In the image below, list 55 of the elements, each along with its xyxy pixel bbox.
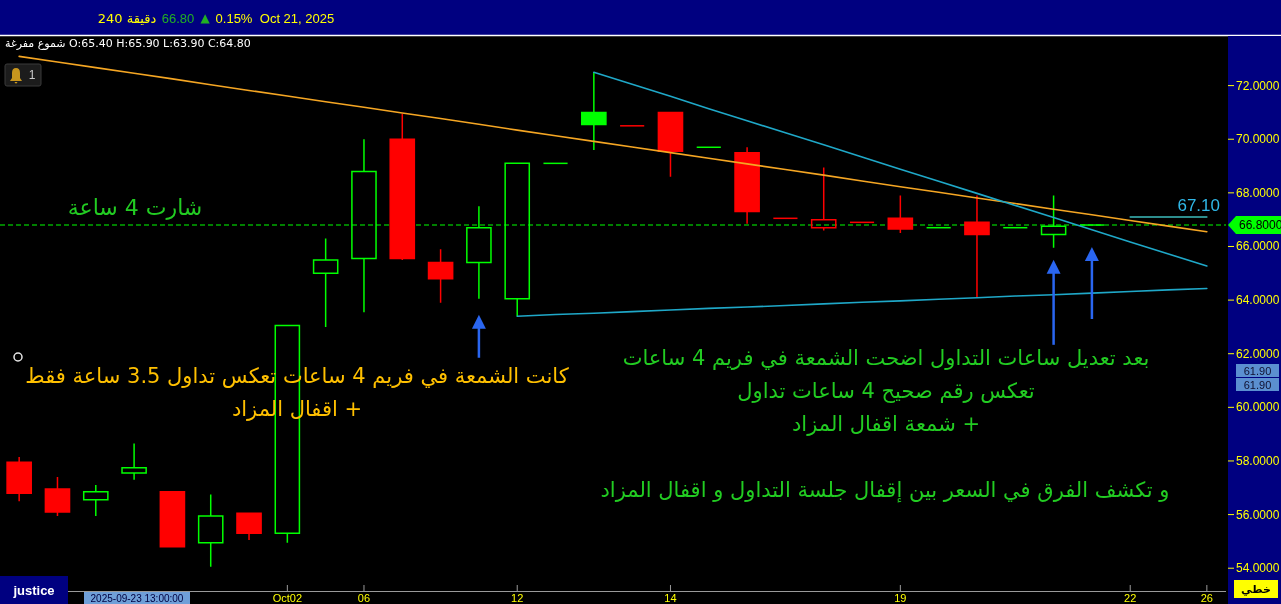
x-tick-label: 06 (357, 592, 371, 604)
candlestick (197, 493, 224, 568)
candlestick (581, 71, 607, 151)
candlestick (734, 146, 760, 225)
annotation: 67.10 (1177, 195, 1220, 215)
y-tick-label: 62.0000 (1236, 346, 1280, 361)
chart-subtitle: شموع مفرغة O:65.40 H:65.90 L:63.90 C:64.80 (5, 36, 251, 50)
candlestick (159, 491, 186, 548)
y-tick-label: 64.0000 (1236, 293, 1280, 308)
candlestick (6, 456, 32, 502)
annotation: justice (12, 582, 55, 598)
candlestick (849, 221, 875, 224)
x-tick-label: Oct02 (272, 592, 303, 604)
y-tick-label: 54.0000 (1236, 561, 1280, 576)
line-series (516, 287, 1208, 317)
text: 240 دقيقة (97, 10, 157, 26)
candlestick (887, 194, 914, 234)
candlestick (389, 113, 416, 261)
x-tick-label: 26 (1200, 592, 1213, 604)
annotation: و تكشف الفرق في السعر بين إقفال جلسة التداول و اقفال المزاد (600, 478, 1170, 503)
text: 2025-09-23 13:00:00 (90, 592, 184, 604)
x-tick-label: 12 (511, 592, 524, 604)
candlestick (695, 146, 722, 149)
y-tick-label: 68.0000 (1236, 185, 1280, 200)
y-tick-label: 70.0000 (1236, 132, 1280, 147)
text: 0.15% (215, 10, 253, 26)
ref-line-label: 66.8000 (1239, 218, 1281, 233)
y-tick-label: 72.0000 (1236, 78, 1280, 93)
y-tick-label: 60.0000 (1236, 400, 1280, 415)
text: 61.90 (1243, 378, 1272, 391)
y-tick-label: 56.0000 (1236, 507, 1280, 522)
annotation: 1 (28, 68, 36, 82)
candlestick (772, 217, 799, 220)
candlestick (657, 111, 684, 178)
candlestick (810, 166, 837, 232)
x-tick-label: 19 (894, 592, 907, 604)
text: Oct 21, 2025 (259, 10, 335, 26)
x-tick-label: 22 (1124, 592, 1137, 604)
candlestick (427, 248, 454, 304)
text: شارت 4 ساعة (67, 194, 203, 220)
candlestick (121, 442, 147, 481)
candlestick (542, 162, 569, 165)
text: 61.90 (1243, 364, 1272, 377)
candlestick (964, 194, 990, 299)
text: ▲ (200, 11, 211, 25)
candlestick (312, 237, 339, 328)
y-tick-label: 58.0000 (1236, 453, 1280, 468)
text: خطي (1241, 582, 1271, 596)
candlestick (82, 484, 109, 517)
x-tick-label: 14 (664, 592, 677, 604)
candlestick (236, 512, 262, 541)
candlestick (44, 476, 71, 517)
text: 66.80 (161, 10, 195, 26)
annotation: بعد تعديل ساعات التداول اضحت الشمعة في فريم 4 ساعات تعكس رقم صحيح 4 ساعات تداول + شمعة اقفال المزاد (622, 346, 1150, 436)
y-tick-label: 66.0000 (1236, 239, 1280, 254)
